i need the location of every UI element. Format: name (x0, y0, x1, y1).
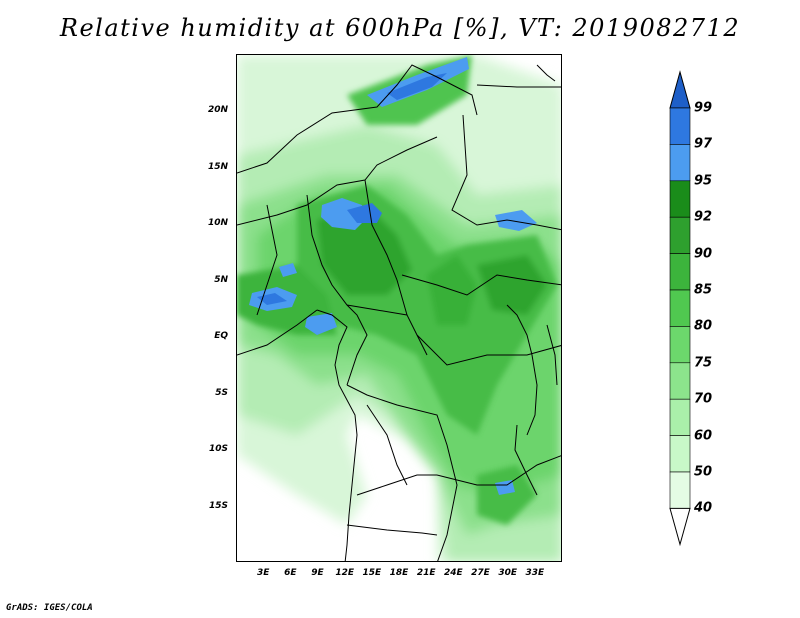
lat-tick-label: 5S (215, 387, 228, 398)
lon-tick-label: 21E (416, 568, 436, 578)
lon-tick-label: 30E (498, 568, 517, 578)
lat-tick-label: 15N (207, 161, 228, 172)
humidity-field-map (237, 55, 561, 561)
colorbar-label: 75 (694, 355, 713, 371)
colorbar-label: 90 (694, 246, 713, 262)
colorbar-label: 97 (694, 136, 713, 152)
grads-credit: GrADS: IGES/COLA (6, 603, 93, 613)
lat-tick-label: EQ (214, 331, 228, 342)
colorbar-label: 95 (694, 173, 713, 189)
lon-tick-label: 18E (389, 568, 409, 578)
colorbar-label: 40 (694, 500, 713, 516)
colorbar-segment (669, 180, 691, 218)
lon-tick-label: 9E (311, 568, 324, 578)
lat-tick-label: 15S (208, 500, 228, 511)
humidity-field-95-plus (249, 57, 537, 495)
colorbar-segment (669, 144, 691, 182)
colorbar-segment (669, 435, 691, 473)
lat-tick-label: 5N (214, 274, 228, 285)
lon-tick-label: 27E (471, 568, 490, 578)
lon-tick-label: 6E (284, 568, 297, 578)
colorbar-segment (669, 253, 691, 291)
colorbar-segment (669, 398, 691, 436)
colorbar-segment (669, 471, 691, 509)
country-boundaries (237, 64, 561, 561)
colorbar-segment (669, 507, 691, 547)
map-panel (236, 54, 562, 562)
lat-tick-label: 10S (208, 444, 228, 455)
lon-tick-label: 33E (525, 568, 545, 578)
colorbar-label: 60 (694, 428, 713, 444)
colorbar-label: 50 (694, 464, 713, 480)
lon-tick-label: 12E (335, 568, 354, 578)
colorbar (660, 70, 700, 554)
colorbar-segment (669, 70, 691, 109)
colorbar-segment (669, 107, 691, 145)
colorbar-segment (669, 362, 691, 400)
colorbar-label: 80 (694, 318, 713, 334)
colorbar-label: 99 (694, 100, 713, 116)
chart-title: Relative humidity at 600hPa [%], VT: 201… (59, 14, 741, 42)
colorbar-segment (669, 326, 691, 364)
colorbar-segment (669, 216, 691, 254)
lon-tick-label: 3E (256, 568, 270, 578)
colorbar-segment (669, 289, 691, 327)
colorbar-label: 85 (694, 282, 713, 298)
colorbar-label: 92 (694, 209, 713, 225)
colorbar-label: 70 (694, 391, 713, 407)
lon-tick-label: 24E (443, 568, 463, 578)
colorbar-scale (669, 70, 691, 547)
lon-tick-label: 15E (362, 568, 382, 578)
lat-tick-label: 20N (207, 105, 228, 116)
lat-tick-label: 10N (207, 218, 228, 229)
